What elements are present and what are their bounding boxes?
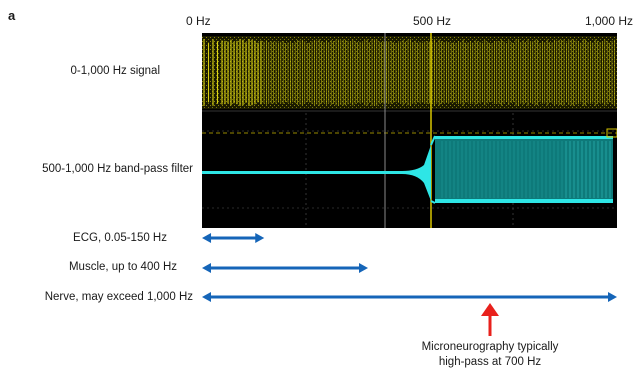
scope-grid — [202, 113, 617, 228]
highpass-note-line2: high-pass at 700 Hz — [438, 356, 542, 368]
oscilloscope-display — [202, 33, 617, 228]
panel-label: a — [8, 8, 16, 23]
tick-label-500hz: 500 Hz — [413, 14, 452, 28]
range-label-muscle: Muscle, up to 400 Hz — [68, 261, 177, 273]
trace-label-bandpass: 500-1,000 Hz band-pass filter — [42, 163, 193, 175]
raw-signal-trace — [202, 36, 617, 109]
range-label-nerve: Nerve, may exceed 1,000 Hz — [44, 291, 193, 303]
highpass-annotation-arrow — [481, 303, 499, 336]
range-arrow-2 — [202, 292, 617, 302]
tick-label-1000hz: 1,000 Hz — [585, 14, 634, 28]
range-label-ecg: ECG, 0.05-150 Hz — [73, 232, 167, 244]
tick-label-0hz: 0 Hz — [186, 14, 211, 28]
range-arrow-0 — [202, 233, 265, 243]
oscilloscope-traces — [202, 33, 617, 228]
highpass-note-line1: Microneurography typically — [421, 341, 559, 353]
bandpass-trace — [202, 128, 617, 204]
trace-label-raw-signal: 0-1,000 Hz signal — [70, 65, 161, 77]
range-arrow-1 — [202, 263, 368, 273]
